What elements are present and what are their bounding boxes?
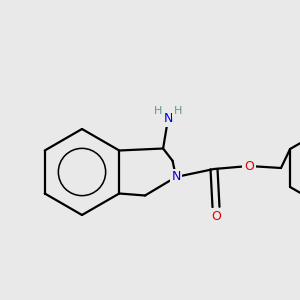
Text: O: O <box>211 209 221 223</box>
Text: N: N <box>164 112 173 125</box>
Text: N: N <box>171 170 181 184</box>
Text: H: H <box>154 106 162 116</box>
Text: H: H <box>174 106 182 116</box>
Text: O: O <box>244 160 254 172</box>
